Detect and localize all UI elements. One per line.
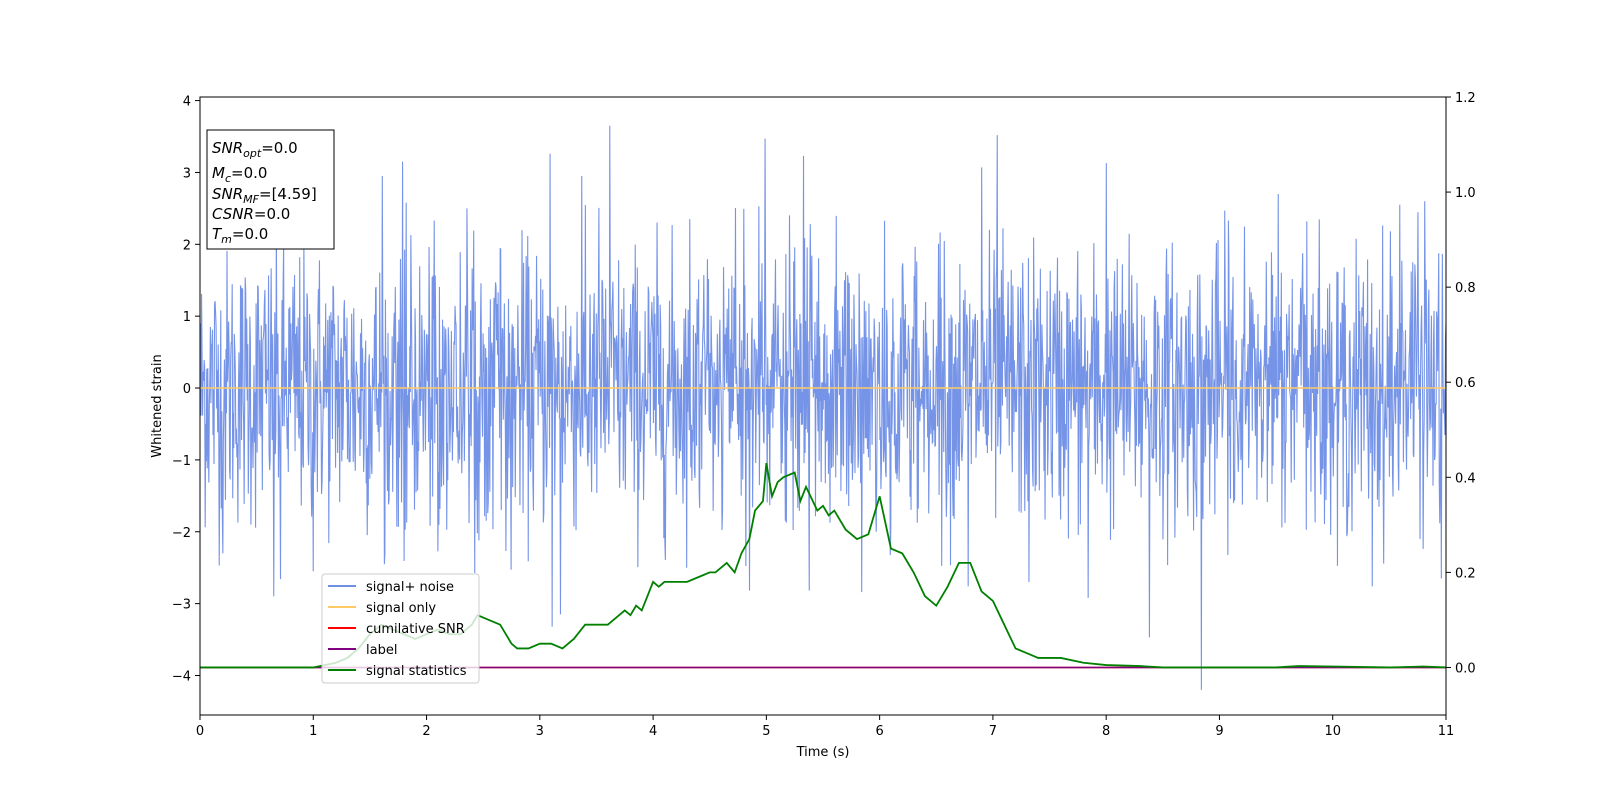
plot-frame [199,96,1447,716]
y2-tick-label: 0.0 [1455,661,1476,676]
y-tick-label: −2 [172,526,191,541]
x-axis-label: Time (s) [796,745,850,760]
axes: 0 1 2 3 4 5 6 7 8 9 10 11 −4 −3 −2 −1 0 1 2 3 4 0.0 0.2 0.4 0.6 0… [172,91,1476,739]
y-tick-label: −3 [172,598,191,613]
y-tick-label: 3 [183,166,191,181]
x-tick-label: 7 [989,724,997,739]
y-tick-label: −1 [172,454,191,469]
annotation-line: CSNR=0.0 [212,205,290,223]
x-tick-label: 8 [1102,724,1110,739]
x-tick-label: 5 [762,724,770,739]
annotation-frame [206,129,335,250]
y-axis-label: Whitened strain [150,354,165,457]
y2-tick-label: 0.4 [1455,471,1476,486]
x-tick-label: 2 [422,724,430,739]
y2-tick-label: 0.6 [1455,376,1476,391]
legend-label: signal statistics [366,664,467,679]
series-line-signal-noise [200,125,1446,690]
y-tick-label: 4 [183,95,191,110]
y-tick-label: 2 [183,238,191,253]
annotation-line: Mc=0.0 [212,164,267,185]
y-tick-label: 0 [183,382,191,397]
annotation-line: SNRMF=[4.59] [212,185,317,206]
legend-label: label [366,643,397,658]
x-tick-label: 11 [1438,724,1455,739]
annotation-line: Tm=0.0 [212,225,268,246]
x-tick-label: 3 [536,724,544,739]
x-tick-label: 4 [649,724,657,739]
x-tick-label: 9 [1215,724,1223,739]
legend-label: signal+ noise [366,580,454,595]
x-tick-label: 6 [875,724,883,739]
y-tick-label: −4 [172,669,191,684]
legend: signal+ noise signal only cumilative SNR la… [321,573,480,684]
x-tick-label: 0 [196,724,204,739]
y2-tick-label: 1.0 [1455,186,1476,201]
x-tick-label: 1 [309,724,317,739]
y2-tick-label: 0.2 [1455,566,1476,581]
legend-frame [321,573,480,684]
x-tick-label: 10 [1324,724,1341,739]
y2-tick-label: 1.2 [1455,91,1476,106]
legend-label: cumilative SNR [366,622,465,637]
y2-tick-label: 0.8 [1455,281,1476,296]
y-tick-label: 1 [183,310,191,325]
annotation-line: SNRopt=0.0 [212,139,298,160]
legend-label: signal only [366,601,436,616]
